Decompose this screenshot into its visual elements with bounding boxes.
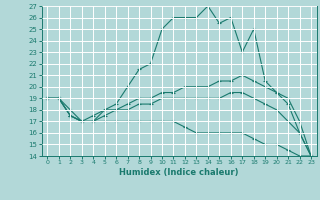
X-axis label: Humidex (Indice chaleur): Humidex (Indice chaleur): [119, 168, 239, 177]
